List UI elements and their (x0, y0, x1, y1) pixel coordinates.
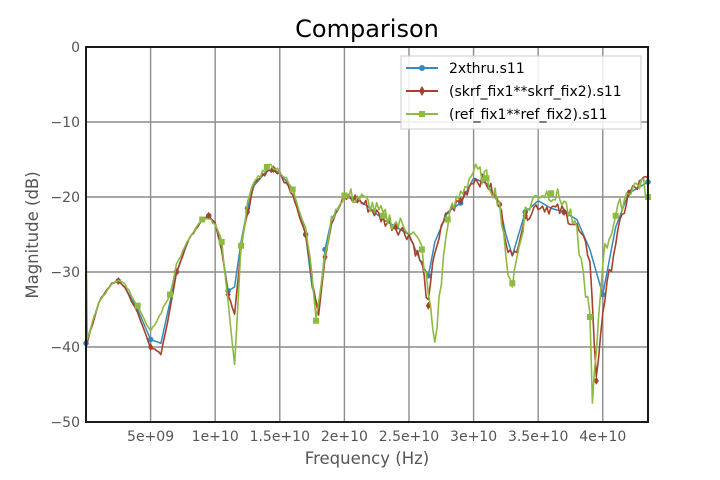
x-tick-label: 2.5e+10 (379, 429, 439, 445)
x-tick-label: 5e+09 (127, 429, 174, 445)
y-tick-label: −10 (50, 115, 80, 131)
square-marker-icon (312, 317, 319, 324)
y-axis-label: Magnitude (dB) (23, 171, 42, 298)
legend-label: (skrf_fix1**skrf_fix2).s11 (449, 84, 622, 100)
x-tick-label: 2e+10 (321, 429, 368, 445)
y-tick-label: 0 (71, 40, 80, 56)
square-marker-icon (199, 216, 206, 223)
x-tick-label: 1e+10 (192, 429, 239, 445)
legend-entry-ref: (ref_fix1**ref_fix2).s11 (406, 107, 607, 123)
x-tick-label: 3.5e+10 (508, 429, 568, 445)
legend-entry-skrf: (skrf_fix1**skrf_fix2).s11 (406, 84, 622, 100)
legend-label: (ref_fix1**ref_fix2).s11 (449, 107, 607, 123)
square-marker-icon (218, 239, 225, 245)
legend: 2xthru.s11 (skrf_fix1**skrf_fix2).s11 (r… (400, 55, 642, 130)
square-marker-icon (419, 111, 425, 117)
axes-frame (85, 46, 649, 423)
legend-entry-2xthru: 2xthru.s11 (406, 61, 525, 77)
square-marker-icon (483, 175, 490, 182)
square-marker-icon (341, 192, 348, 199)
square-marker-icon (444, 216, 451, 223)
square-marker-icon (263, 164, 270, 170)
square-marker-icon (289, 186, 296, 193)
square-marker-icon (612, 212, 619, 219)
square-marker-icon (238, 242, 245, 249)
y-axis-ticks: 0 −10 −20 −30 −40 −50 (50, 40, 80, 431)
square-marker-icon (509, 280, 516, 287)
diamond-marker-icon (419, 86, 425, 96)
square-marker-icon (548, 190, 555, 197)
circle-marker-icon (147, 336, 154, 343)
y-tick-label: −50 (50, 415, 80, 431)
y-tick-label: −30 (50, 265, 80, 281)
series-line (85, 163, 649, 404)
circle-marker-icon (419, 65, 425, 71)
series-2 (85, 163, 651, 404)
data-series (83, 163, 651, 404)
series-line (85, 167, 649, 378)
x-tick-label: 4e+10 (579, 429, 626, 445)
x-axis-ticks: 5e+09 1e+10 1.5e+10 2e+10 2.5e+10 3e+10 3.5e+1… (127, 429, 626, 445)
y-tick-label: −20 (50, 190, 80, 206)
diamond-marker-icon (147, 343, 154, 351)
x-tick-label: 3e+10 (450, 429, 497, 445)
x-axis-label: Frequency (Hz) (305, 449, 429, 468)
square-marker-icon (134, 302, 141, 309)
square-marker-icon (380, 212, 387, 219)
diamond-marker-icon (561, 208, 567, 216)
y-tick-label: −40 (50, 340, 80, 356)
diamond-marker-icon (206, 211, 212, 220)
square-marker-icon (166, 291, 173, 298)
square-marker-icon (586, 314, 593, 320)
diamond-marker-icon (593, 376, 599, 385)
x-tick-label: 1.5e+10 (250, 429, 310, 445)
diamond-marker-icon (303, 230, 309, 239)
legend-box (400, 55, 642, 130)
square-marker-icon (418, 246, 425, 253)
chart-title: Comparison (295, 15, 439, 43)
legend-label: 2xthru.s11 (449, 61, 525, 77)
